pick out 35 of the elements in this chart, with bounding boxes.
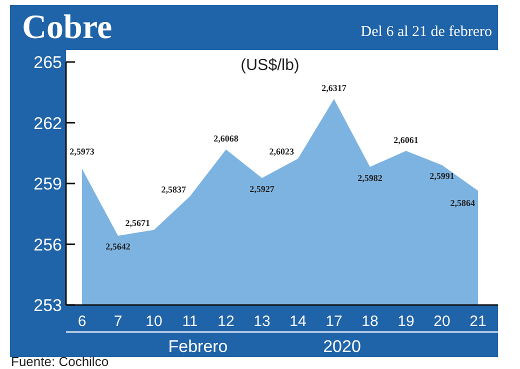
x-tick-label: 17 [326, 313, 342, 330]
data-label: 2,5991 [430, 171, 455, 182]
x-tick-label: 18 [362, 313, 378, 330]
text: 2020 [323, 337, 361, 356]
source-note: Fuente: Cochilco [11, 354, 109, 369]
chart-subtitle: Del 6 al 21 de febrero [360, 24, 492, 40]
data-label: 2,5837 [161, 184, 186, 194]
x-tick-label: 14 [290, 313, 306, 330]
y-tick-label: 265 [34, 53, 62, 72]
data-label: 2,5982 [358, 172, 383, 183]
data-label: 2,5973 [70, 146, 95, 157]
chart-title: Cobre [22, 9, 112, 46]
y-tick-label: 253 [34, 296, 62, 315]
x-tick-label: 13 [254, 313, 270, 330]
x-tick-label: 11 [182, 313, 198, 330]
data-label: 2,5864 [450, 198, 476, 208]
y-tick-label: 262 [34, 114, 62, 133]
data-label: 2,6061 [394, 134, 419, 145]
x-tick-label: 12 [218, 313, 234, 330]
x-tick-label: 21 [470, 313, 486, 330]
y-tick-label: 259 [34, 174, 62, 194]
x-tick-label: 10 [146, 313, 162, 330]
data-label: 2,5642 [106, 242, 131, 252]
y-tick-label: 256 [34, 235, 62, 254]
data-label: 2,6068 [214, 133, 239, 144]
y-axis-title: (US$/lb) [240, 57, 300, 74]
data-label: 2,6023 [269, 146, 294, 157]
x-tick-label: 7 [114, 313, 122, 330]
x-tick-label: 20 [434, 313, 450, 330]
x-tick-label: 19 [398, 313, 414, 330]
data-label: 2,5671 [125, 218, 150, 228]
x-tick-label: 6 [78, 313, 86, 330]
data-label: 2,6317 [322, 83, 347, 94]
x-axis-title: Febrero [168, 337, 228, 356]
data-label: 2,5927 [250, 184, 275, 194]
